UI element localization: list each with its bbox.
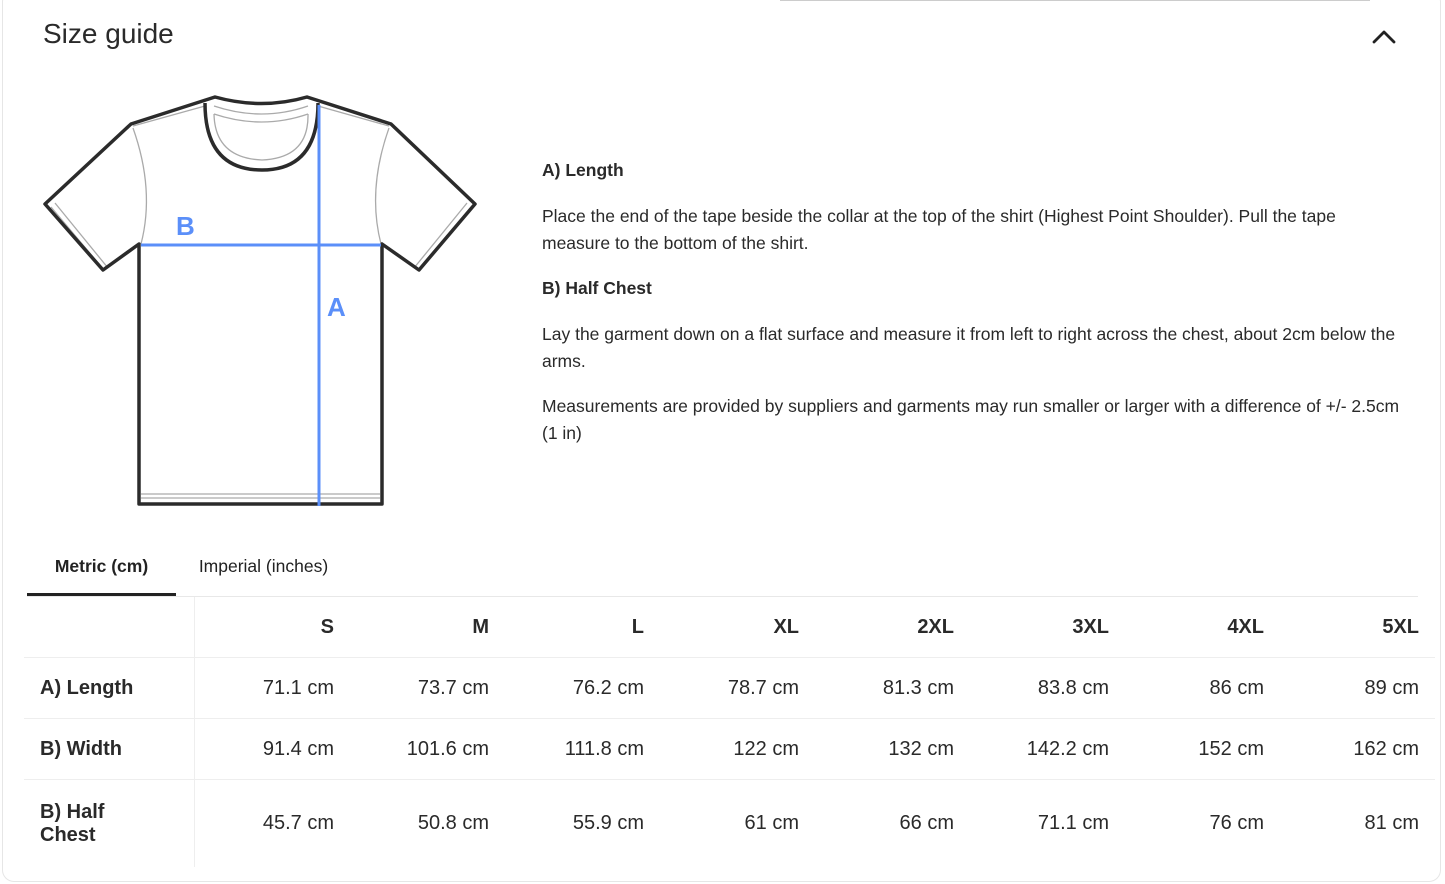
cell: 55.9 cm (572, 812, 644, 834)
cell: 122 cm (660, 718, 815, 780)
size-table: S M L XL 2XL 3XL 4XL 5XL A) Length 71.1 … (24, 597, 1435, 867)
cell: 142.2 cm (970, 718, 1125, 780)
table-header-row: S M L XL 2XL 3XL 4XL 5XL (24, 597, 1435, 658)
measurement-instructions: A) Length Place the end of the tape besi… (542, 157, 1402, 465)
size-header: L (505, 597, 660, 658)
cell: 86 cm (1125, 657, 1280, 719)
chest-heading: B) Half Chest (542, 278, 652, 298)
cell: 101.6 cm (350, 718, 505, 780)
size-header: 4XL (1125, 597, 1280, 658)
cell: 71.1 cm (194, 657, 350, 719)
cell: 76 cm (1209, 812, 1264, 834)
cell: 83.8 cm (970, 657, 1125, 719)
divider (780, 0, 1370, 1)
cell: 81 cm (1364, 812, 1419, 834)
size-header: S (194, 597, 350, 658)
unit-tabs: Metric (cm) Imperial (inches) (27, 540, 1418, 597)
page-title: Size guide (43, 18, 174, 49)
cell: 81.3 cm (815, 657, 970, 719)
table-row: B) Width 91.4 cm 101.6 cm 111.8 cm 122 c… (24, 718, 1435, 780)
cell: 152 cm (1125, 718, 1280, 780)
cell: 45.7 cm (262, 812, 334, 834)
cell: 76.2 cm (505, 657, 660, 719)
table-row: A) Length 71.1 cm 73.7 cm 76.2 cm 78.7 c… (24, 657, 1435, 719)
tab-metric[interactable]: Metric (cm) (27, 540, 176, 596)
cell: 91.4 cm (194, 718, 350, 780)
size-header: 3XL (970, 597, 1125, 658)
length-text: Place the end of the tape beside the col… (542, 206, 1336, 253)
label-a: A (327, 292, 346, 322)
row-label: B) Half Chest (24, 779, 195, 867)
cell: 111.8 cm (505, 718, 660, 780)
cell: 66 cm (899, 812, 954, 834)
tab-imperial[interactable]: Imperial (inches) (198, 556, 329, 576)
cell: 89 cm (1280, 657, 1435, 719)
size-header: M (350, 597, 505, 658)
cell: 50.8 cm (417, 812, 489, 834)
cell: 78.7 cm (660, 657, 815, 719)
chevron-up-icon[interactable] (1370, 24, 1398, 48)
measurement-note: Measurements are provided by suppliers a… (542, 396, 1400, 443)
cell: 162 cm (1280, 718, 1435, 780)
row-label: B) Width (24, 718, 195, 780)
cell: 73.7 cm (350, 657, 505, 719)
table-row: B) Half Chest 45.7 cm 50.8 cm 55.9 cm 61… (24, 779, 1435, 867)
cell: 132 cm (815, 718, 970, 780)
tshirt-diagram: B A (43, 95, 477, 506)
cell: 61 cm (744, 812, 799, 834)
label-b: B (176, 211, 195, 241)
length-heading: A) Length (542, 160, 624, 180)
size-header: 2XL (815, 597, 970, 658)
chest-text: Lay the garment down on a flat surface a… (542, 324, 1396, 371)
size-header: XL (660, 597, 815, 658)
cell: 71.1 cm (1037, 812, 1109, 834)
size-header: 5XL (1280, 597, 1435, 658)
row-label: A) Length (24, 657, 195, 719)
